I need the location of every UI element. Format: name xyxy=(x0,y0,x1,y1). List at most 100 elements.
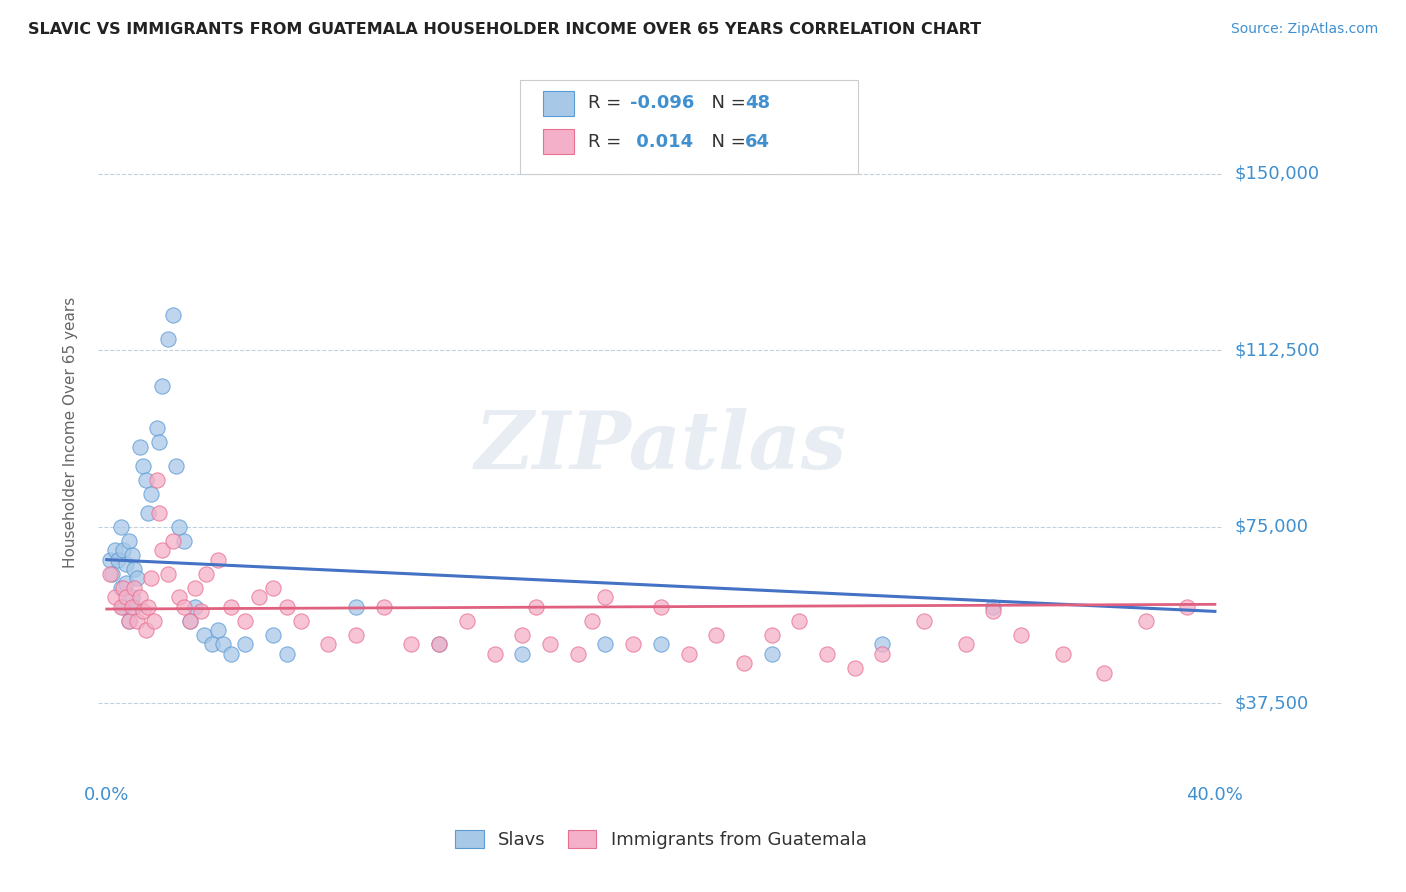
Text: $75,000: $75,000 xyxy=(1234,517,1309,536)
Text: N =: N = xyxy=(700,95,752,112)
Point xyxy=(104,543,127,558)
Point xyxy=(139,571,162,585)
Point xyxy=(136,506,159,520)
Point xyxy=(156,332,179,346)
Text: ZIPatlas: ZIPatlas xyxy=(475,408,846,485)
Point xyxy=(118,533,141,548)
Point xyxy=(290,614,312,628)
Point xyxy=(538,637,561,651)
Point xyxy=(129,591,152,605)
Point xyxy=(207,624,229,638)
Point xyxy=(193,628,215,642)
Point xyxy=(1092,665,1115,680)
Point xyxy=(184,581,207,595)
Point xyxy=(789,614,811,628)
Point xyxy=(344,599,367,614)
Point xyxy=(621,637,644,651)
Point xyxy=(190,604,212,618)
Point xyxy=(98,566,121,581)
Point xyxy=(761,647,783,661)
Point xyxy=(112,581,135,595)
Point xyxy=(595,637,617,651)
Point xyxy=(179,614,201,628)
Point xyxy=(132,458,155,473)
Text: Source: ZipAtlas.com: Source: ZipAtlas.com xyxy=(1230,22,1378,37)
Point xyxy=(195,566,218,581)
Point xyxy=(872,637,894,651)
Text: -0.096: -0.096 xyxy=(630,95,695,112)
Point xyxy=(844,661,866,675)
Point xyxy=(162,308,184,322)
Point xyxy=(173,533,195,548)
Text: 48: 48 xyxy=(745,95,770,112)
Point xyxy=(118,614,141,628)
Point xyxy=(167,519,190,533)
Point xyxy=(981,604,1004,618)
Point xyxy=(121,548,143,562)
Point xyxy=(650,637,672,651)
Point xyxy=(124,599,146,614)
Point xyxy=(524,599,547,614)
Point xyxy=(201,637,224,651)
Point xyxy=(150,378,173,392)
Point xyxy=(110,599,132,614)
Text: N =: N = xyxy=(700,133,752,151)
Point xyxy=(1052,647,1074,661)
Point xyxy=(427,637,450,651)
Point xyxy=(142,614,165,628)
Point xyxy=(484,647,506,661)
Point xyxy=(118,614,141,628)
Point xyxy=(165,458,187,473)
Point xyxy=(145,473,167,487)
Point xyxy=(115,576,138,591)
Point xyxy=(121,591,143,605)
Text: R =: R = xyxy=(588,95,627,112)
Point xyxy=(567,647,589,661)
Text: $150,000: $150,000 xyxy=(1234,165,1319,183)
Point xyxy=(110,519,132,533)
Point xyxy=(139,487,162,501)
Point xyxy=(456,614,478,628)
Point xyxy=(247,591,270,605)
Point xyxy=(955,637,977,651)
Point xyxy=(276,599,298,614)
Point xyxy=(112,599,135,614)
Point xyxy=(124,562,146,576)
Point xyxy=(704,628,727,642)
Legend: Slavs, Immigrants from Guatemala: Slavs, Immigrants from Guatemala xyxy=(447,823,875,856)
Point xyxy=(98,552,121,566)
Point xyxy=(761,628,783,642)
Point xyxy=(981,599,1004,614)
Point xyxy=(156,566,179,581)
Point xyxy=(148,506,170,520)
Point xyxy=(207,552,229,566)
Point xyxy=(101,566,124,581)
Point xyxy=(427,637,450,651)
Point xyxy=(221,647,243,661)
Text: 0.014: 0.014 xyxy=(630,133,693,151)
Point xyxy=(733,656,755,670)
Point xyxy=(134,473,156,487)
Point xyxy=(115,558,138,572)
Point xyxy=(129,440,152,454)
Point xyxy=(1010,628,1032,642)
Point xyxy=(1135,614,1157,628)
Point xyxy=(104,591,127,605)
Point xyxy=(184,599,207,614)
Point xyxy=(678,647,700,661)
Point xyxy=(145,421,167,435)
Point xyxy=(110,581,132,595)
Point xyxy=(121,599,143,614)
Point xyxy=(276,647,298,661)
Point xyxy=(136,599,159,614)
Point xyxy=(107,552,129,566)
Point xyxy=(344,628,367,642)
Point xyxy=(134,624,156,638)
Point xyxy=(581,614,603,628)
Point xyxy=(212,637,235,651)
Point xyxy=(1175,599,1198,614)
Point xyxy=(401,637,423,651)
Text: $112,500: $112,500 xyxy=(1234,342,1320,359)
Point xyxy=(179,614,201,628)
Point xyxy=(162,533,184,548)
